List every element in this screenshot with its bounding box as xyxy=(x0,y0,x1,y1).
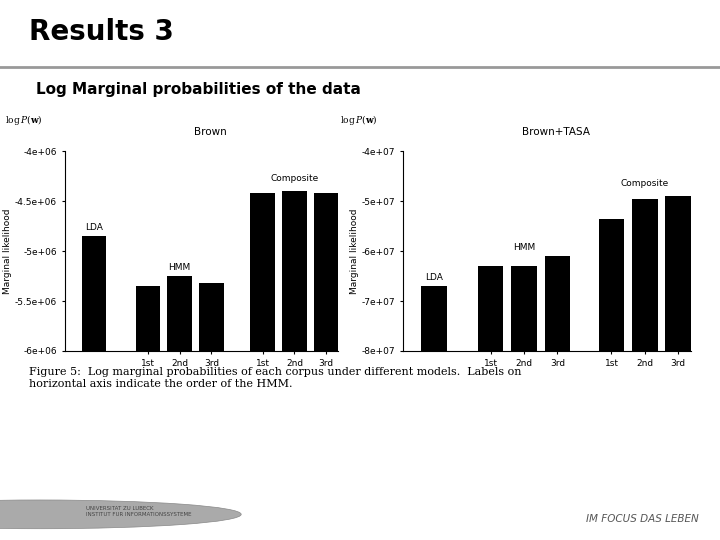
Text: Composite: Composite xyxy=(270,174,318,183)
Text: Results 3: Results 3 xyxy=(29,17,174,45)
Circle shape xyxy=(0,500,241,529)
Text: Brown+TASA: Brown+TASA xyxy=(522,127,590,137)
Text: LDA: LDA xyxy=(425,273,443,282)
Bar xyxy=(282,191,307,351)
Bar xyxy=(598,219,624,351)
Bar xyxy=(544,256,570,351)
Text: HMM: HMM xyxy=(513,243,535,252)
Bar xyxy=(314,193,338,351)
Text: LDA: LDA xyxy=(85,223,103,232)
Y-axis label: Marginal likelihood: Marginal likelihood xyxy=(350,208,359,294)
Bar xyxy=(82,236,107,351)
Text: HMM: HMM xyxy=(168,263,191,272)
Bar xyxy=(421,286,447,351)
Bar xyxy=(665,196,691,351)
Bar xyxy=(167,276,192,351)
Text: IM FOCUS DAS LEBEN: IM FOCUS DAS LEBEN xyxy=(585,515,698,524)
Text: Brown: Brown xyxy=(194,127,227,137)
Text: UNIVERSITAT ZU LUBECK
INSTITUT FUR INFORMATIONSSYSTEME: UNIVERSITAT ZU LUBECK INSTITUT FUR INFOR… xyxy=(86,507,192,517)
Bar xyxy=(251,193,275,351)
Bar xyxy=(632,199,658,351)
Bar xyxy=(478,266,503,351)
Bar xyxy=(135,286,160,351)
Bar xyxy=(199,283,224,351)
Text: Composite: Composite xyxy=(621,179,669,188)
Text: $\log P(\mathbf{w})$: $\log P(\mathbf{w})$ xyxy=(340,113,377,127)
Bar xyxy=(511,266,537,351)
Text: $\log P(\mathbf{w})$: $\log P(\mathbf{w})$ xyxy=(4,113,42,127)
Text: Log Marginal probabilities of the data: Log Marginal probabilities of the data xyxy=(36,82,361,97)
Y-axis label: Marginal likelihood: Marginal likelihood xyxy=(3,208,12,294)
Text: Figure 5:  Log marginal probabilities of each corpus under different models.  La: Figure 5: Log marginal probabilities of … xyxy=(29,367,521,389)
